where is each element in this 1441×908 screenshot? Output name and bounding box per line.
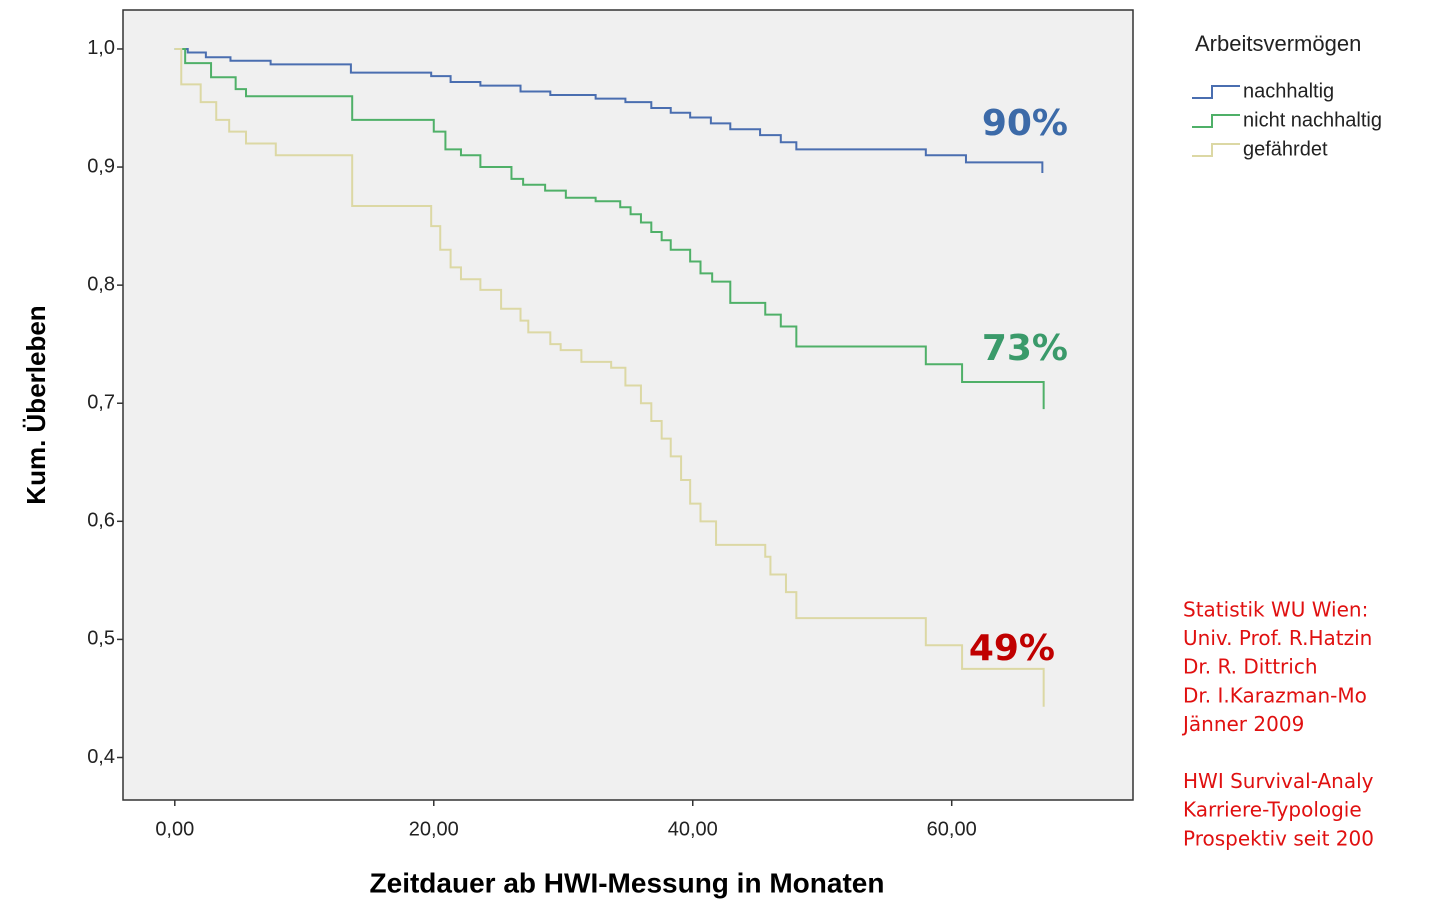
y-tick-label: 0,8 xyxy=(87,273,115,295)
y-axis-title: Kum. Überleben xyxy=(21,305,51,504)
y-tick-label: 1,0 xyxy=(87,37,115,59)
legend-label: gefährdet xyxy=(1243,138,1328,160)
survival-curve xyxy=(174,47,1044,173)
note-line: Jänner 2009 xyxy=(1181,712,1304,736)
legend-label: nicht nachhaltig xyxy=(1243,109,1382,131)
note-line: Prospektiv seit 200 xyxy=(1183,826,1374,850)
note-line: Karriere-Typologie xyxy=(1183,798,1362,822)
x-tick-label: 60,00 xyxy=(927,818,977,840)
survival-curve xyxy=(174,47,1045,410)
y-tick-label: 0,9 xyxy=(87,155,115,177)
y-tick-label: 0,6 xyxy=(87,510,115,532)
legend-label: nachhaltig xyxy=(1243,80,1334,102)
note-line: Univ. Prof. R.Hatzin xyxy=(1183,626,1372,650)
legend-swatch xyxy=(1192,143,1240,157)
annotation: 90% xyxy=(982,103,1068,144)
legend-swatch xyxy=(1192,114,1240,128)
y-tick-label: 0,7 xyxy=(87,392,115,414)
x-tick-label: 40,00 xyxy=(668,818,718,840)
legend-title: Arbeitsvermögen xyxy=(1195,31,1361,56)
note-line: Dr. R. Dittrich xyxy=(1183,655,1318,679)
y-tick-label: 0,4 xyxy=(87,746,115,768)
x-axis-title: Zeitdauer ab HWI-Messung in Monaten xyxy=(370,867,885,898)
note-line: Statistik WU Wien: xyxy=(1183,598,1368,622)
x-tick-label: 20,00 xyxy=(409,818,459,840)
note-line: HWI Survival-Analy xyxy=(1183,769,1374,793)
annotation: 73% xyxy=(982,328,1068,369)
note-line: Dr. I.Karazman-Mo xyxy=(1183,683,1367,707)
legend-swatch xyxy=(1192,85,1240,99)
survival-curve xyxy=(174,47,1045,707)
y-tick-label: 0,5 xyxy=(87,628,115,650)
x-tick-label: 0,00 xyxy=(155,818,194,840)
annotation: 49% xyxy=(969,628,1055,669)
